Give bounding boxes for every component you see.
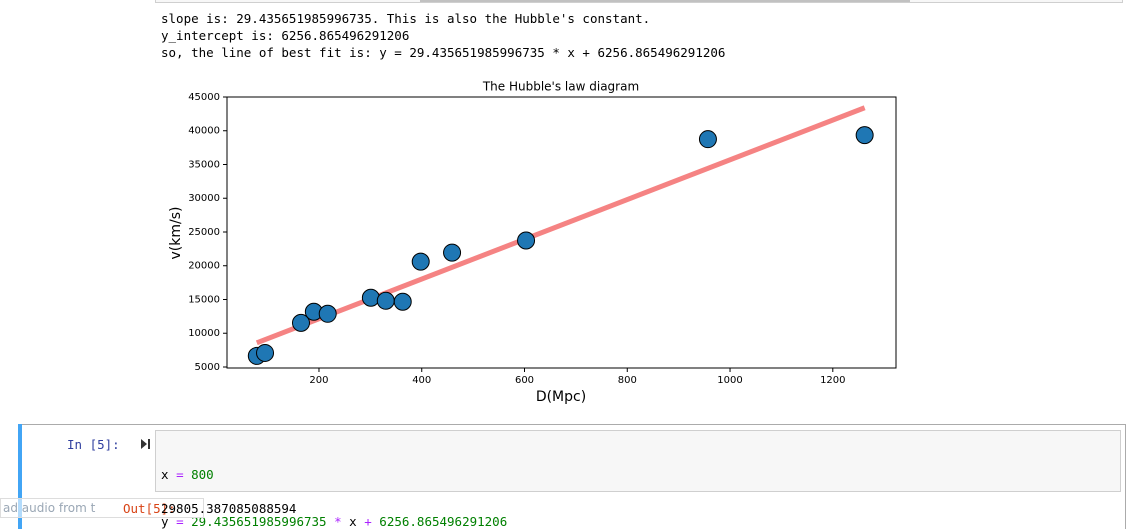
code-block: x = 800 y = 29.435651985996735 * x + 625… — [161, 436, 507, 529]
code-token: * — [334, 514, 342, 529]
chart: The Hubble's law diagram D(Mpc) v(km/s) … — [168, 80, 897, 405]
code-input[interactable]: x = 800 y = 29.435651985996735 * x + 625… — [155, 430, 1121, 529]
chart-title: The Hubble's law diagram — [482, 80, 639, 94]
code-token — [184, 467, 192, 482]
code-token: x — [341, 514, 365, 529]
output-line: so, the line of best fit is: y = 29.4356… — [161, 45, 726, 60]
y-tick-label: 40000 — [188, 126, 220, 137]
cell-border — [22, 424, 1126, 529]
code-token: 6256.865496291206 — [379, 514, 508, 529]
scatter-point — [256, 343, 275, 362]
cell-selection-bar — [18, 424, 22, 529]
y-tick-label: 25000 — [188, 227, 220, 238]
code-token: 800 — [191, 467, 214, 482]
code-line: x = 800 — [161, 466, 507, 483]
run-button[interactable] — [140, 438, 152, 450]
scatter-point — [291, 313, 310, 332]
scatter-point — [517, 231, 536, 250]
scatter-point — [855, 126, 874, 145]
code-token: y — [161, 514, 177, 529]
cell-output: 29805.387085088594 — [161, 501, 297, 516]
x-tick-label: 1000 — [717, 375, 742, 386]
y-tick-label: 10000 — [188, 328, 220, 339]
scrollbar-thumb[interactable] — [420, 0, 910, 2]
input-prompt: In [5]: — [67, 437, 120, 452]
x-tick-label: 1200 — [820, 375, 845, 386]
code-token: + — [364, 514, 372, 529]
output-line: y_intercept is: 6256.865496291206 — [161, 28, 410, 43]
x-tick-label: 400 — [412, 375, 431, 386]
y-tick-label: 15000 — [188, 294, 220, 305]
scatter-point — [318, 304, 337, 323]
plot-frame — [226, 96, 897, 369]
x-tick-label: 200 — [309, 375, 328, 386]
x-axis-label: D(Mpc) — [536, 389, 586, 405]
y-tick-label: 20000 — [188, 261, 220, 272]
fit-line — [255, 105, 866, 346]
scatter-point — [443, 243, 462, 262]
y-axis-label: v(km/s) — [168, 207, 184, 260]
code-token — [327, 514, 335, 529]
run-icon-bar — [148, 439, 150, 449]
y-tick-label: 45000 — [188, 92, 220, 103]
scatter-point — [376, 291, 395, 310]
tooltip-overlay: ad audio from t — [0, 498, 204, 518]
x-tick-label: 600 — [515, 375, 534, 386]
scatter-point — [361, 288, 380, 307]
y-tick-label: 35000 — [188, 159, 220, 170]
code-token: = — [176, 514, 184, 529]
scatter-point — [393, 292, 412, 311]
y-tick-label: 30000 — [188, 193, 220, 204]
code-token: = — [176, 467, 184, 482]
output-prompt: Out[5]: — [123, 501, 176, 516]
scatter-point — [698, 130, 717, 149]
code-line: y = 29.435651985996735 * x + 6256.865496… — [161, 513, 507, 529]
code-token: x — [161, 467, 177, 482]
output-line: slope is: 29.435651985996735. This is al… — [161, 11, 651, 26]
code-token: 29.435651985996735 — [191, 514, 327, 529]
run-icon — [141, 439, 147, 449]
x-tick-label: 800 — [618, 375, 637, 386]
y-tick-label: 5000 — [195, 362, 220, 373]
scatter-point — [411, 252, 430, 271]
